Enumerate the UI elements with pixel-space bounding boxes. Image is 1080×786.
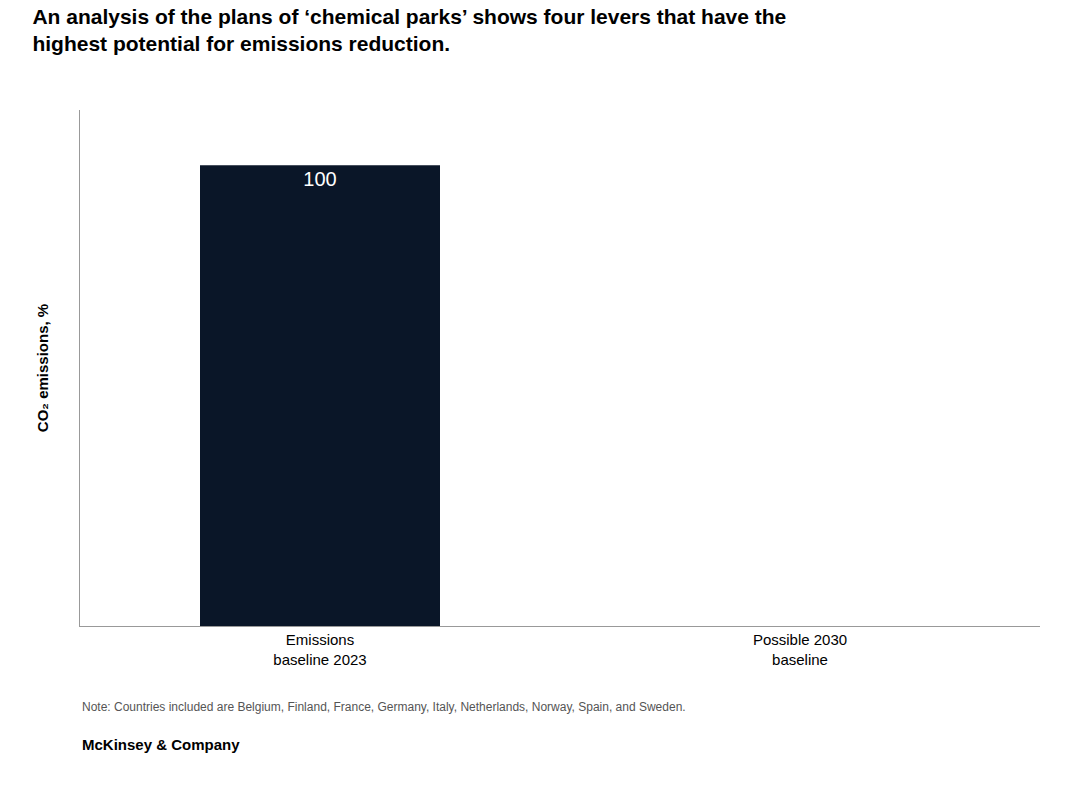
svg-text:Note: Countries included are B: Note: Countries included are Belgium, Fi… xyxy=(82,700,686,714)
svg-text:CO₂ emissions, %: CO₂ emissions, % xyxy=(34,304,51,432)
svg-text:100: 100 xyxy=(303,168,336,190)
svg-text:Emissionsbaseline 2023: Emissionsbaseline 2023 xyxy=(273,631,366,668)
svg-text:McKinsey & Company: McKinsey & Company xyxy=(82,736,240,753)
svg-text:An analysis of the plans of ‘c: An analysis of the plans of ‘chemical pa… xyxy=(32,5,786,55)
svg-text:Possible 2030baseline: Possible 2030baseline xyxy=(753,631,847,668)
